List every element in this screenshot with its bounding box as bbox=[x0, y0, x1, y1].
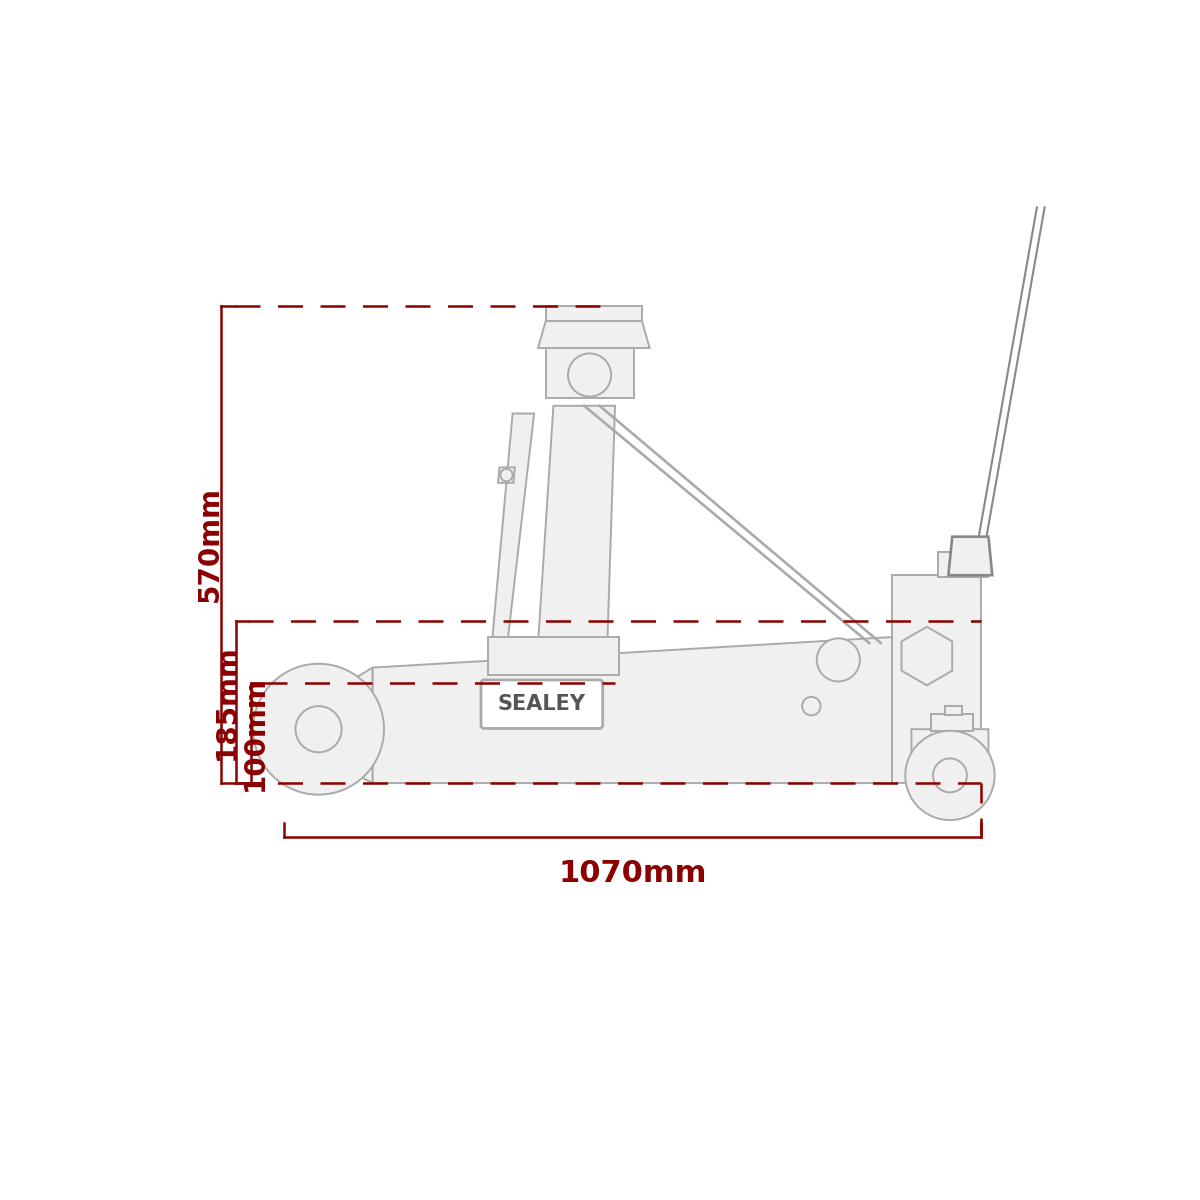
Circle shape bbox=[817, 638, 860, 682]
Polygon shape bbox=[492, 414, 534, 644]
Polygon shape bbox=[272, 667, 372, 784]
Circle shape bbox=[568, 354, 611, 396]
Polygon shape bbox=[912, 730, 989, 814]
Polygon shape bbox=[938, 552, 989, 577]
Polygon shape bbox=[893, 575, 980, 784]
Polygon shape bbox=[944, 706, 961, 715]
Polygon shape bbox=[498, 468, 515, 482]
Polygon shape bbox=[546, 306, 642, 322]
Polygon shape bbox=[372, 637, 896, 784]
Polygon shape bbox=[948, 536, 992, 575]
Circle shape bbox=[500, 469, 512, 481]
FancyBboxPatch shape bbox=[481, 680, 602, 728]
Circle shape bbox=[967, 558, 979, 570]
Polygon shape bbox=[901, 626, 952, 685]
Circle shape bbox=[295, 706, 342, 752]
Text: 100mm: 100mm bbox=[241, 676, 269, 791]
Text: 185mm: 185mm bbox=[212, 644, 241, 760]
Circle shape bbox=[802, 697, 821, 715]
Polygon shape bbox=[538, 406, 616, 644]
Text: SEALEY: SEALEY bbox=[498, 694, 586, 714]
Text: 570mm: 570mm bbox=[196, 486, 224, 602]
Circle shape bbox=[905, 731, 995, 820]
Polygon shape bbox=[538, 322, 649, 348]
Polygon shape bbox=[931, 714, 973, 731]
Polygon shape bbox=[546, 348, 635, 398]
Text: 1070mm: 1070mm bbox=[558, 858, 707, 888]
Circle shape bbox=[253, 664, 384, 794]
Circle shape bbox=[934, 758, 967, 792]
Polygon shape bbox=[488, 637, 619, 676]
